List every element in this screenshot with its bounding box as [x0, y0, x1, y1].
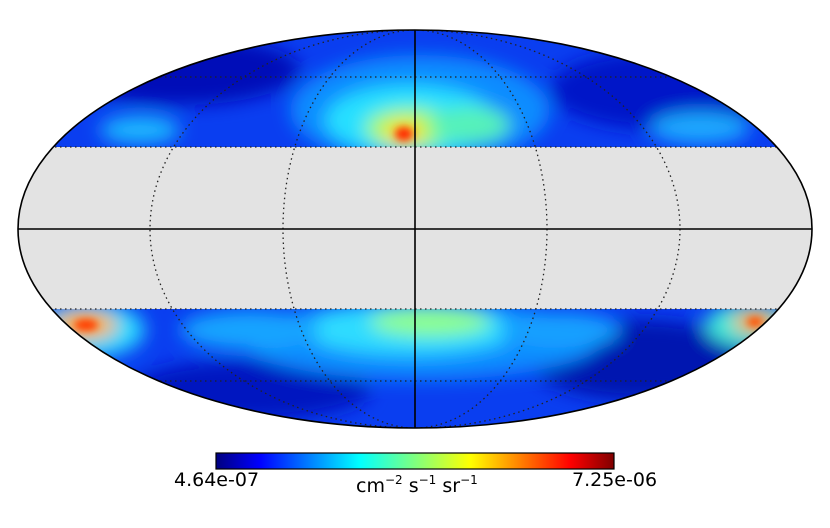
colorbar-min-label: 4.64e-07: [174, 469, 260, 491]
colorbar-units-label: cm−2 s−1 sr−1: [356, 473, 478, 497]
map-outline: [17, 29, 813, 429]
colorbar-max-label: 7.25e-06: [572, 469, 658, 491]
colorbar: [215, 452, 615, 470]
